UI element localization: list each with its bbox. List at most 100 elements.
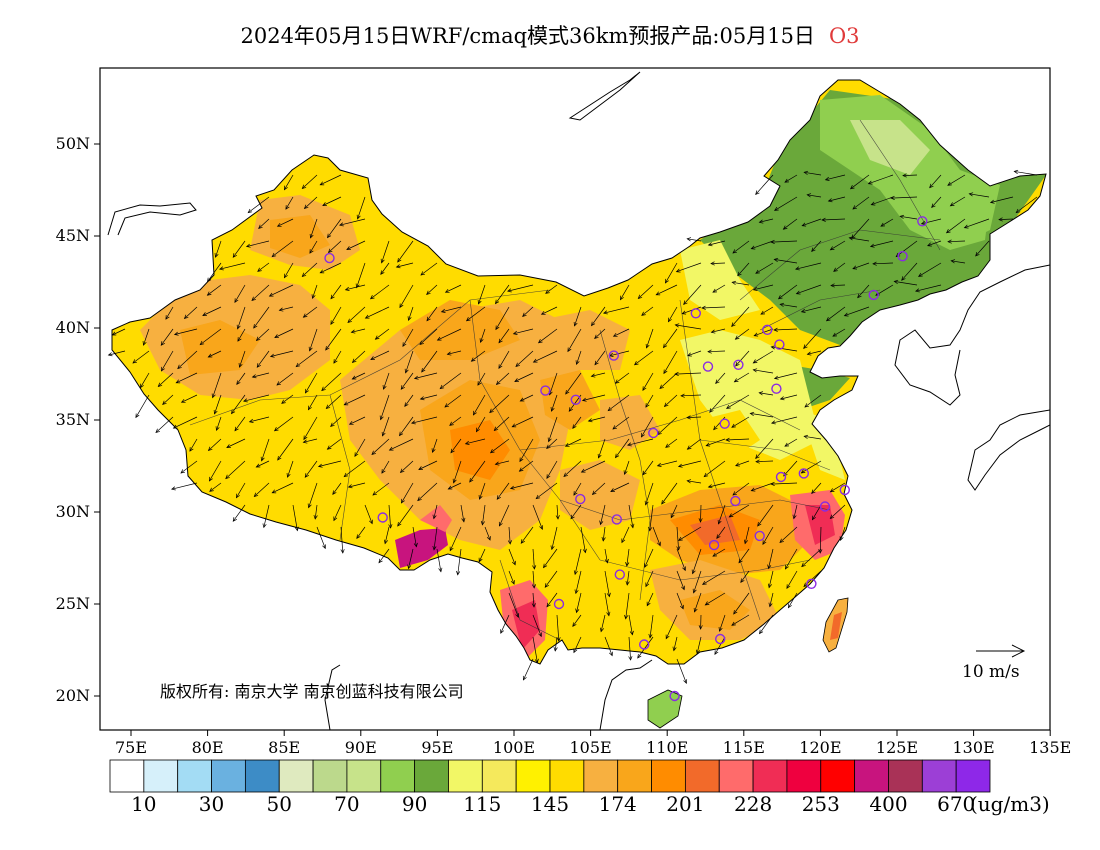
wind-arrowhead — [614, 379, 620, 384]
wind-arrow — [591, 372, 606, 377]
wind-arrowhead — [350, 329, 356, 334]
wind-arrowhead — [547, 437, 552, 443]
wind-arrowhead — [511, 423, 517, 428]
wind-arrow — [768, 570, 774, 588]
wind-arrowhead — [567, 347, 572, 353]
wind-arrow — [693, 570, 702, 593]
wind-arrow — [339, 218, 366, 226]
wind-arrow — [457, 548, 462, 575]
wind-arrow — [330, 416, 342, 427]
wind-arrowhead — [773, 257, 779, 262]
chart-title: 2024年05月15日WRF/cmaq模式36km预报产品:05月15日 O3 — [0, 20, 1100, 50]
wind-arrow — [731, 614, 750, 626]
wind-arrowhead — [519, 457, 524, 463]
wind-arrow — [513, 328, 534, 335]
wind-arrowhead — [750, 245, 756, 250]
wind-arrowhead — [587, 418, 593, 423]
wind-arrowhead — [656, 462, 662, 467]
wind-arrow — [522, 306, 534, 317]
wind-arrow — [604, 636, 613, 656]
wind-arrow — [174, 328, 198, 335]
wind-arrow — [489, 394, 510, 413]
station-marker — [553, 598, 565, 610]
wind-arrowhead — [281, 399, 286, 404]
wind-arrow — [285, 196, 294, 210]
wind-arrow — [476, 416, 486, 432]
wind-arrowhead — [438, 567, 443, 573]
wind-arrow — [804, 435, 822, 440]
wind-arrowhead — [755, 459, 760, 464]
wind-arrowhead — [208, 476, 213, 482]
wind-arrow — [826, 306, 846, 322]
wind-arrowhead — [663, 402, 669, 408]
wind-arrowhead — [413, 375, 419, 380]
wind-arrowhead — [637, 654, 642, 659]
wind-arrow — [541, 306, 558, 315]
wind-arrowhead — [703, 472, 709, 478]
wind-arrowhead — [238, 363, 243, 368]
wind-arrow — [436, 548, 442, 572]
wind-arrow — [258, 218, 270, 229]
wind-arrowhead — [355, 283, 360, 289]
wind-arrow — [276, 372, 294, 386]
wind-arrow — [303, 438, 318, 443]
wind-arrow — [448, 482, 462, 490]
wind-arrowhead — [111, 331, 117, 336]
colorbar-label: 201 — [666, 792, 704, 816]
wind-arrow — [1014, 171, 1038, 176]
colorbar-swatch — [718, 759, 754, 793]
wind-arrowhead — [563, 472, 568, 478]
wind-arrowhead — [421, 368, 426, 373]
wind-arrowhead — [735, 362, 740, 367]
wind-arrowhead — [243, 398, 248, 403]
wind-arrow — [310, 218, 318, 239]
colorbar-label: 30 — [199, 792, 224, 816]
wind-arrowhead — [447, 485, 453, 490]
wind-arrow — [450, 438, 462, 453]
wind-arrowhead — [248, 418, 254, 423]
wind-arrow — [687, 350, 702, 357]
wind-arrowhead — [211, 393, 216, 399]
wind-arrow — [612, 416, 630, 430]
wind-arrow — [397, 240, 414, 263]
wind-arrow — [439, 372, 462, 389]
wind-arrow — [484, 526, 491, 541]
wind-arrow — [774, 196, 798, 211]
wind-arrowhead — [717, 519, 722, 525]
wind-arrow — [707, 350, 726, 353]
wind-arrowhead — [346, 246, 351, 250]
wind-arrow — [759, 614, 774, 634]
wind-arrowhead — [625, 580, 630, 586]
wind-arrowhead — [235, 493, 240, 499]
wind-arrowhead — [732, 249, 737, 254]
wind-arrowhead — [469, 478, 474, 483]
wind-arrow — [326, 394, 342, 409]
wind-arrowhead — [693, 607, 698, 613]
wind-arrowhead — [768, 602, 773, 608]
wind-arrow — [602, 526, 606, 541]
station-marker — [669, 690, 680, 702]
wind-arrow — [738, 548, 750, 563]
station-marker — [715, 633, 726, 645]
wind-arrow — [811, 240, 822, 252]
colorbar-swatch — [617, 759, 652, 793]
station-marker — [868, 289, 879, 301]
wind-arrowhead — [701, 305, 706, 310]
wind-arrow — [687, 438, 702, 450]
wind-arrowhead — [625, 561, 630, 567]
lat-tick-label: 30N — [56, 502, 90, 521]
wind-arrowhead — [532, 358, 538, 363]
wind-arrowhead — [518, 467, 524, 472]
wind-arrow — [712, 284, 726, 293]
wind-arrowhead — [686, 445, 692, 450]
wind-arrow — [735, 328, 750, 340]
wind-arrow — [333, 504, 342, 521]
wind-arrow — [383, 372, 390, 390]
wind-arrow — [256, 460, 270, 468]
wind-arrowhead — [301, 272, 307, 278]
wind-arrowhead — [520, 539, 525, 544]
wind-arrowhead — [253, 324, 258, 329]
wind-arrow — [851, 218, 870, 239]
wind-arrow — [641, 306, 654, 316]
colorbar-label: 145 — [531, 792, 569, 816]
